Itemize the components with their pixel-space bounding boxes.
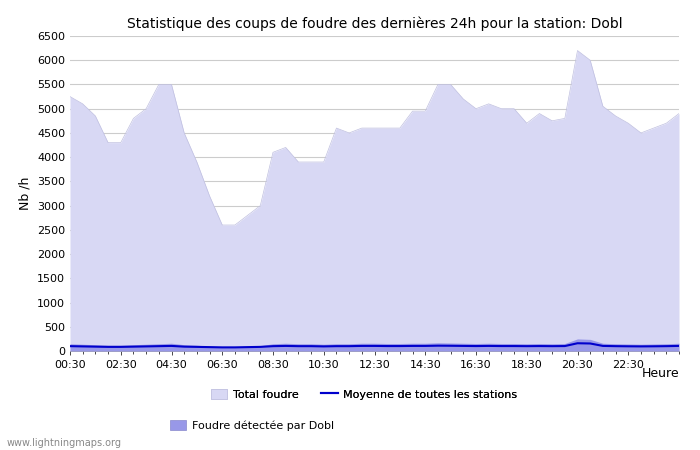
Text: www.lightningmaps.org: www.lightningmaps.org <box>7 438 122 448</box>
Title: Statistique des coups de foudre des dernières 24h pour la station: Dobl: Statistique des coups de foudre des dern… <box>127 16 622 31</box>
Y-axis label: Nb /h: Nb /h <box>18 177 32 210</box>
Legend: Foudre détectée par Dobl: Foudre détectée par Dobl <box>165 416 339 436</box>
Text: Heure: Heure <box>641 367 679 380</box>
Legend: Total foudre, Moyenne de toutes les stations: Total foudre, Moyenne de toutes les stat… <box>206 384 522 404</box>
